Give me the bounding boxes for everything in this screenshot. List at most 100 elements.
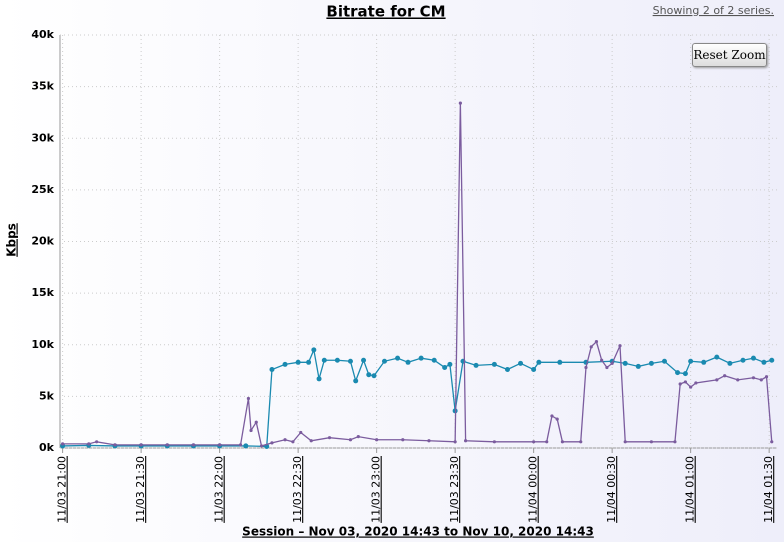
data-point [678, 382, 682, 386]
y-tick-label: 5k [39, 389, 55, 402]
data-point [401, 438, 405, 442]
x-tick-label: 11/03 21:00 [56, 456, 69, 523]
data-point [299, 430, 303, 435]
y-axis-label: Kbps [5, 223, 19, 257]
data-point [347, 358, 353, 364]
data-point [555, 417, 559, 421]
data-point [283, 438, 287, 442]
data-point [218, 443, 222, 447]
data-point [683, 380, 688, 384]
data-point [751, 376, 756, 380]
data-point [311, 347, 317, 353]
data-point [736, 378, 740, 382]
data-point [518, 360, 524, 366]
x-tick-label: 11/04 00:30 [605, 456, 618, 523]
series-count: Showing 2 of 2 series. [653, 4, 774, 17]
data-point [623, 440, 627, 444]
data-point [673, 440, 677, 444]
data-point [269, 367, 275, 373]
data-point [723, 374, 727, 378]
data-point [618, 344, 622, 348]
data-point [356, 435, 360, 439]
data-point [309, 439, 313, 443]
data-point [761, 359, 767, 365]
data-point [453, 440, 457, 444]
data-point [87, 442, 91, 446]
data-point [395, 355, 401, 361]
y-tick-label: 20k [31, 235, 54, 248]
data-point [348, 438, 353, 442]
data-point [661, 358, 667, 364]
x-tick-label: 11/04 01:00 [684, 456, 697, 523]
data-point [316, 376, 322, 382]
data-point [531, 367, 537, 373]
data-point [579, 440, 583, 444]
data-point [764, 375, 769, 379]
reset-zoom-button[interactable]: Reset Zoom [692, 43, 767, 67]
data-point [694, 381, 698, 385]
x-tick-label: 11/03 21:30 [134, 456, 147, 523]
x-tick-label: 11/04 01:30 [762, 456, 775, 523]
data-point [447, 361, 453, 367]
data-point [113, 443, 117, 447]
data-point [727, 360, 733, 366]
data-point [282, 361, 288, 367]
data-point [191, 443, 196, 447]
data-point [270, 441, 274, 445]
data-point [238, 443, 243, 447]
data-point [504, 367, 510, 373]
data-point [584, 365, 588, 370]
data-point [361, 357, 367, 363]
data-point [61, 442, 65, 446]
data-point [701, 359, 707, 365]
data-point [532, 440, 536, 444]
data-point [295, 359, 301, 365]
data-point [473, 362, 479, 368]
data-point [545, 440, 549, 444]
data-point [750, 355, 756, 361]
y-tick-label: 35k [31, 80, 54, 93]
y-tick-label: 30k [31, 131, 54, 144]
x-tick-label: 11/03 22:30 [291, 456, 304, 523]
data-point [165, 443, 169, 447]
data-point [714, 354, 720, 360]
data-point [246, 396, 251, 401]
data-point [648, 360, 654, 366]
data-point [560, 440, 565, 444]
data-point [353, 378, 359, 384]
data-point [381, 358, 387, 364]
data-point [375, 438, 379, 442]
data-point [649, 440, 653, 444]
data-point [689, 385, 693, 389]
data-point [327, 436, 332, 440]
data-point [442, 364, 448, 370]
chart-title: Bitrate for CM [326, 3, 445, 21]
data-point [418, 355, 424, 361]
y-tick-label: 25k [31, 183, 54, 196]
x-tick-label: 11/03 23:30 [448, 456, 461, 523]
data-point [536, 359, 542, 365]
data-point [610, 361, 614, 365]
data-point [259, 444, 264, 448]
data-point [622, 360, 628, 366]
data-point [243, 443, 249, 449]
data-point [491, 361, 497, 367]
data-point [715, 378, 719, 382]
data-point [600, 358, 604, 362]
data-point [740, 357, 746, 363]
data-point [306, 359, 312, 365]
data-point [550, 414, 554, 418]
x-tick-label: 11/04 00:00 [527, 456, 540, 523]
data-point [254, 420, 258, 424]
data-point [321, 357, 327, 363]
data-point [594, 340, 599, 344]
data-point [635, 363, 641, 369]
x-axis-label: Session – Nov 03, 2020 14:43 to Nov 10, … [242, 525, 594, 539]
data-point [605, 365, 609, 370]
data-point [334, 357, 340, 363]
y-tick-label: 0k [39, 441, 55, 454]
data-point [589, 345, 593, 349]
y-tick-label: 40k [31, 28, 54, 41]
